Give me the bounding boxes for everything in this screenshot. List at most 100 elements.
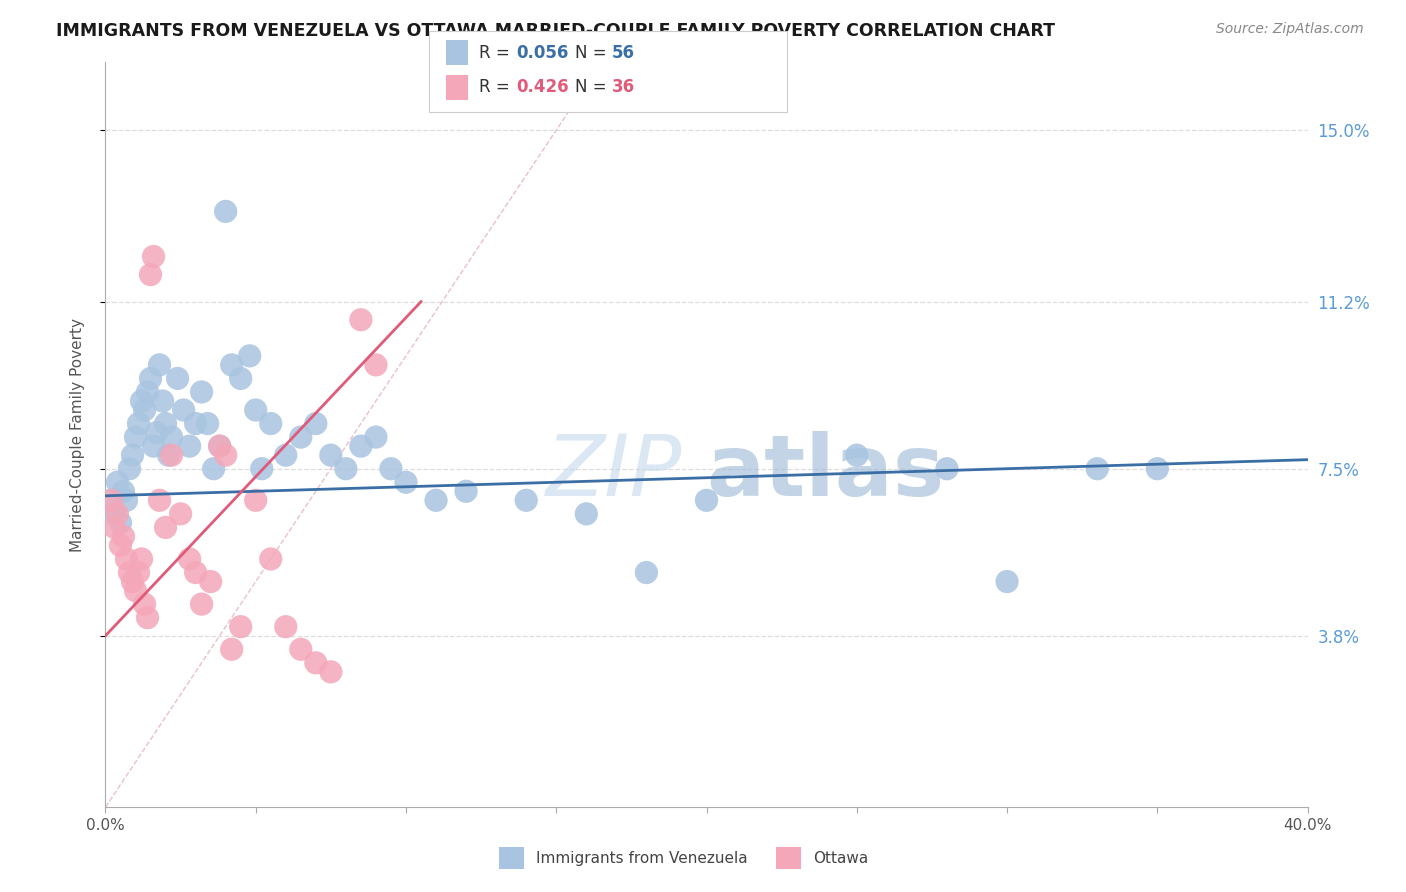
Point — [100, 493, 122, 508]
Point — [197, 417, 219, 431]
Text: Ottawa: Ottawa — [813, 851, 868, 865]
Point — [425, 493, 447, 508]
Point — [364, 430, 387, 444]
Text: IMMIGRANTS FROM VENEZUELA VS OTTAWA MARRIED-COUPLE FAMILY POVERTY CORRELATION CH: IMMIGRANTS FROM VENEZUELA VS OTTAWA MARR… — [56, 22, 1056, 40]
Point — [305, 417, 328, 431]
Point — [128, 417, 150, 431]
Point — [121, 448, 143, 462]
Point — [239, 349, 262, 363]
Point — [260, 552, 283, 566]
Point — [995, 574, 1018, 589]
Point — [160, 430, 183, 444]
Point — [157, 448, 180, 462]
Point — [179, 552, 201, 566]
Point — [112, 484, 135, 499]
Point — [139, 371, 162, 385]
Point — [173, 403, 195, 417]
Point — [103, 507, 125, 521]
Point — [305, 656, 328, 670]
Point — [1085, 461, 1108, 475]
Text: R =: R = — [479, 44, 516, 62]
Point — [121, 574, 143, 589]
Point — [136, 610, 159, 624]
Point — [260, 417, 283, 431]
Point — [160, 448, 183, 462]
Point — [250, 461, 273, 475]
Point — [696, 493, 718, 508]
Point — [107, 507, 129, 521]
Point — [184, 417, 207, 431]
Point — [148, 493, 170, 508]
Point — [100, 493, 122, 508]
Point — [128, 566, 150, 580]
Point — [245, 493, 267, 508]
Point — [636, 566, 658, 580]
Text: R =: R = — [479, 78, 516, 96]
Point — [335, 461, 357, 475]
Point — [103, 520, 125, 534]
Point — [142, 250, 165, 264]
Point — [319, 448, 342, 462]
Point — [845, 448, 868, 462]
Point — [245, 403, 267, 417]
Point — [395, 475, 418, 490]
Point — [575, 507, 598, 521]
Point — [112, 529, 135, 543]
Point — [169, 507, 191, 521]
Point — [131, 552, 153, 566]
Point — [214, 204, 236, 219]
Point — [202, 461, 225, 475]
Text: 0.426: 0.426 — [516, 78, 568, 96]
Point — [936, 461, 959, 475]
Text: Immigrants from Venezuela: Immigrants from Venezuela — [536, 851, 748, 865]
Text: atlas: atlas — [707, 431, 945, 514]
Text: N =: N = — [575, 44, 612, 62]
Point — [229, 620, 252, 634]
Point — [364, 358, 387, 372]
Point — [1146, 461, 1168, 475]
Text: 36: 36 — [612, 78, 634, 96]
Point — [179, 439, 201, 453]
Text: Source: ZipAtlas.com: Source: ZipAtlas.com — [1216, 22, 1364, 37]
Point — [155, 417, 177, 431]
Point — [142, 439, 165, 453]
Point — [166, 371, 188, 385]
Point — [229, 371, 252, 385]
Point — [118, 461, 141, 475]
Text: ZIP: ZIP — [546, 431, 682, 514]
Point — [515, 493, 537, 508]
Point — [118, 566, 141, 580]
Text: N =: N = — [575, 78, 612, 96]
Point — [221, 358, 243, 372]
Point — [274, 620, 297, 634]
Point — [136, 384, 159, 399]
Point — [290, 642, 312, 657]
Point — [200, 574, 222, 589]
Point — [184, 566, 207, 580]
Point — [380, 461, 402, 475]
Point — [208, 439, 231, 453]
Point — [124, 430, 146, 444]
Point — [214, 448, 236, 462]
Point — [274, 448, 297, 462]
Point — [350, 312, 373, 326]
Point — [110, 516, 132, 530]
Point — [134, 597, 156, 611]
Point — [110, 538, 132, 552]
Point — [145, 425, 167, 440]
Point — [131, 394, 153, 409]
Point — [115, 493, 138, 508]
Point — [124, 583, 146, 598]
Point — [148, 358, 170, 372]
Point — [208, 439, 231, 453]
Point — [290, 430, 312, 444]
Point — [139, 268, 162, 282]
Text: 0.056: 0.056 — [516, 44, 568, 62]
Point — [115, 552, 138, 566]
Point — [107, 475, 129, 490]
Point — [134, 403, 156, 417]
Point — [155, 520, 177, 534]
Text: 56: 56 — [612, 44, 634, 62]
Y-axis label: Married-Couple Family Poverty: Married-Couple Family Poverty — [70, 318, 84, 552]
Point — [190, 597, 212, 611]
